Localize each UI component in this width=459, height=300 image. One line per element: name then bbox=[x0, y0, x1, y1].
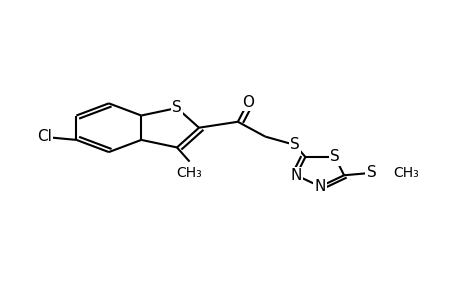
Text: Cl: Cl bbox=[37, 129, 52, 144]
Text: N: N bbox=[290, 168, 301, 183]
Text: S: S bbox=[366, 165, 375, 180]
Text: CH₃: CH₃ bbox=[392, 166, 418, 180]
Text: N: N bbox=[314, 179, 325, 194]
Text: S: S bbox=[172, 100, 181, 116]
Text: S: S bbox=[290, 137, 299, 152]
Text: S: S bbox=[330, 149, 339, 164]
Text: O: O bbox=[241, 95, 253, 110]
Text: CH₃: CH₃ bbox=[176, 166, 202, 180]
